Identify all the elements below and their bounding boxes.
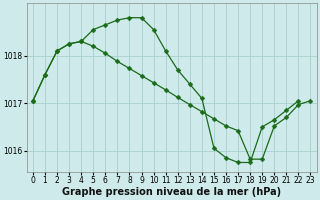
X-axis label: Graphe pression niveau de la mer (hPa): Graphe pression niveau de la mer (hPa) — [62, 187, 281, 197]
